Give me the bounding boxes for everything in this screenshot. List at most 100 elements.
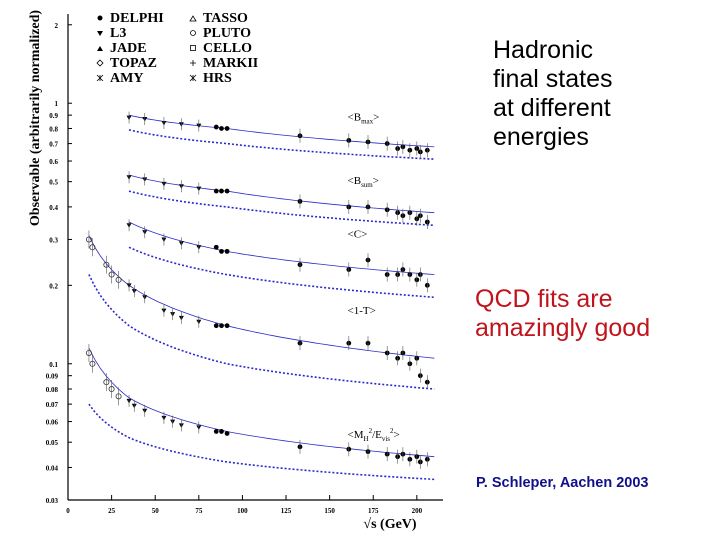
observable-label-part: /E xyxy=(372,429,382,441)
y-tick-label: 0.5 xyxy=(49,179,58,187)
data-point xyxy=(213,323,219,329)
observable-label: <Bsum> xyxy=(348,175,379,189)
y-tick-label: 0.6 xyxy=(49,158,58,166)
y-tick-label: 0.04 xyxy=(46,464,59,472)
data-point xyxy=(224,126,230,131)
x-tick-label: 175 xyxy=(368,507,379,515)
y-tick-label: 0.7 xyxy=(49,141,58,149)
slide-claim: QCD fits are amazingly good xyxy=(475,285,651,342)
observable-label-part: vis xyxy=(382,435,390,443)
x-tick-label: 75 xyxy=(195,507,203,515)
fit-curve xyxy=(88,347,435,458)
data-point xyxy=(213,124,219,130)
data-points xyxy=(85,111,430,469)
y-tick-label: 0.2 xyxy=(49,282,58,290)
observable-label-part: max xyxy=(361,117,374,125)
y-tick-label: 0.09 xyxy=(46,373,59,381)
legend-label: DELPHI xyxy=(110,11,164,26)
legend-label: MARKII xyxy=(203,56,258,71)
legend-marker xyxy=(97,46,103,51)
y-tick-label: 0.1 xyxy=(49,361,58,369)
y-tick-label: 0.07 xyxy=(46,401,59,409)
data-point xyxy=(224,248,230,254)
legend-marker xyxy=(97,31,103,36)
observable-label-part: <M xyxy=(348,429,364,441)
y-tick-label: 0.08 xyxy=(46,386,59,394)
observable-label-part: 2 xyxy=(369,427,373,435)
y-tick-label: 0.4 xyxy=(49,204,58,212)
legend-label: HRS xyxy=(203,71,232,86)
data-point xyxy=(219,323,224,329)
observable-label: <Bmax> xyxy=(348,111,380,125)
legend-marker xyxy=(189,74,197,82)
legend-label: TASSO xyxy=(203,11,248,26)
observable-label: <C> xyxy=(348,229,368,241)
legend-marker xyxy=(190,30,196,36)
fit-curve-lower xyxy=(128,246,435,299)
observable-label-part: <B xyxy=(348,111,362,123)
observable-label-part: H xyxy=(364,435,369,443)
x-tick-label: 200 xyxy=(412,507,423,515)
x-tick-label: 50 xyxy=(152,507,160,515)
observable-label-part: <1-T> xyxy=(348,305,376,317)
x-tick-label: 150 xyxy=(324,507,335,515)
observable-label-part: <B xyxy=(348,175,362,187)
observable-label-part: > xyxy=(373,111,379,123)
observable-label-part: sum xyxy=(361,181,373,189)
legend-label: L3 xyxy=(110,26,126,41)
y-tick-label: 1 xyxy=(55,100,59,108)
fit-curve xyxy=(88,235,435,359)
y-tick-label: 0.06 xyxy=(46,419,59,427)
legend-marker xyxy=(190,45,196,51)
data-point xyxy=(213,244,219,250)
data-point xyxy=(224,323,230,329)
slide-title: Hadronic final states at different energ… xyxy=(493,36,613,151)
observable-label-part: > xyxy=(373,175,379,187)
fit-curve xyxy=(128,174,435,214)
legend-label: CELLO xyxy=(203,41,252,56)
observable-label-part: <C> xyxy=(348,229,368,241)
y-tick-label: 0.05 xyxy=(46,439,59,447)
y-tick-label: 0.8 xyxy=(49,125,58,133)
y-tick-label: 2 xyxy=(55,22,59,30)
observable-label: <1-T> xyxy=(348,305,376,317)
y-tick-label: 0.03 xyxy=(46,497,59,505)
observable-label-part: > xyxy=(394,429,400,441)
observable-label-part: 2 xyxy=(390,427,394,435)
legend-marker xyxy=(96,74,104,82)
legend-marker xyxy=(97,15,103,21)
data-point xyxy=(219,248,224,254)
y-tick-label: 0.9 xyxy=(49,112,58,120)
observable-label: <MH2/Evis2> xyxy=(348,427,400,443)
x-tick-label: 0 xyxy=(66,507,70,515)
observable-labels: <Bmax><Bsum><C><1-T><MH2/Evis2> xyxy=(348,111,400,442)
data-point xyxy=(219,126,224,131)
legend-marker xyxy=(189,15,197,22)
x-axis-label: √s (GeV) xyxy=(363,517,417,532)
data-point xyxy=(213,188,219,194)
legend-label: PLUTO xyxy=(203,26,251,41)
legend-label: AMY xyxy=(110,71,143,86)
chart-axes: 2 1 0.9 0.8 0.7 0.6 0.5 0.4 0.3 0.2 0.1 0.09 0.08 0.0… xyxy=(46,14,443,515)
x-tick-label: 125 xyxy=(281,507,292,515)
legend-label: TOPAZ xyxy=(110,56,157,71)
y-tick-label: 0.3 xyxy=(49,236,58,244)
legend-marker xyxy=(96,59,104,67)
legend-label: JADE xyxy=(110,41,147,56)
x-tick-label: 100 xyxy=(237,507,248,515)
author-credit: P. Schleper, Aachen 2003 xyxy=(476,475,649,491)
legend: DELPHI TASSO L3 PLUTO JADE CELLO TOPAZ MARKII AM… xyxy=(96,11,258,86)
x-tick-label: 25 xyxy=(108,507,116,515)
data-point xyxy=(219,429,224,434)
fit-curves xyxy=(88,114,435,481)
data-point xyxy=(219,188,224,194)
data-point xyxy=(224,188,230,194)
data-point xyxy=(224,431,230,436)
y-axis-label: Observable (arbitrarily normalized) xyxy=(28,10,43,227)
fit-curve-lower xyxy=(128,190,435,227)
legend-marker xyxy=(190,60,196,66)
fit-curve-lower xyxy=(88,274,435,390)
fit-curve-lower xyxy=(88,403,435,481)
data-point xyxy=(213,429,219,434)
